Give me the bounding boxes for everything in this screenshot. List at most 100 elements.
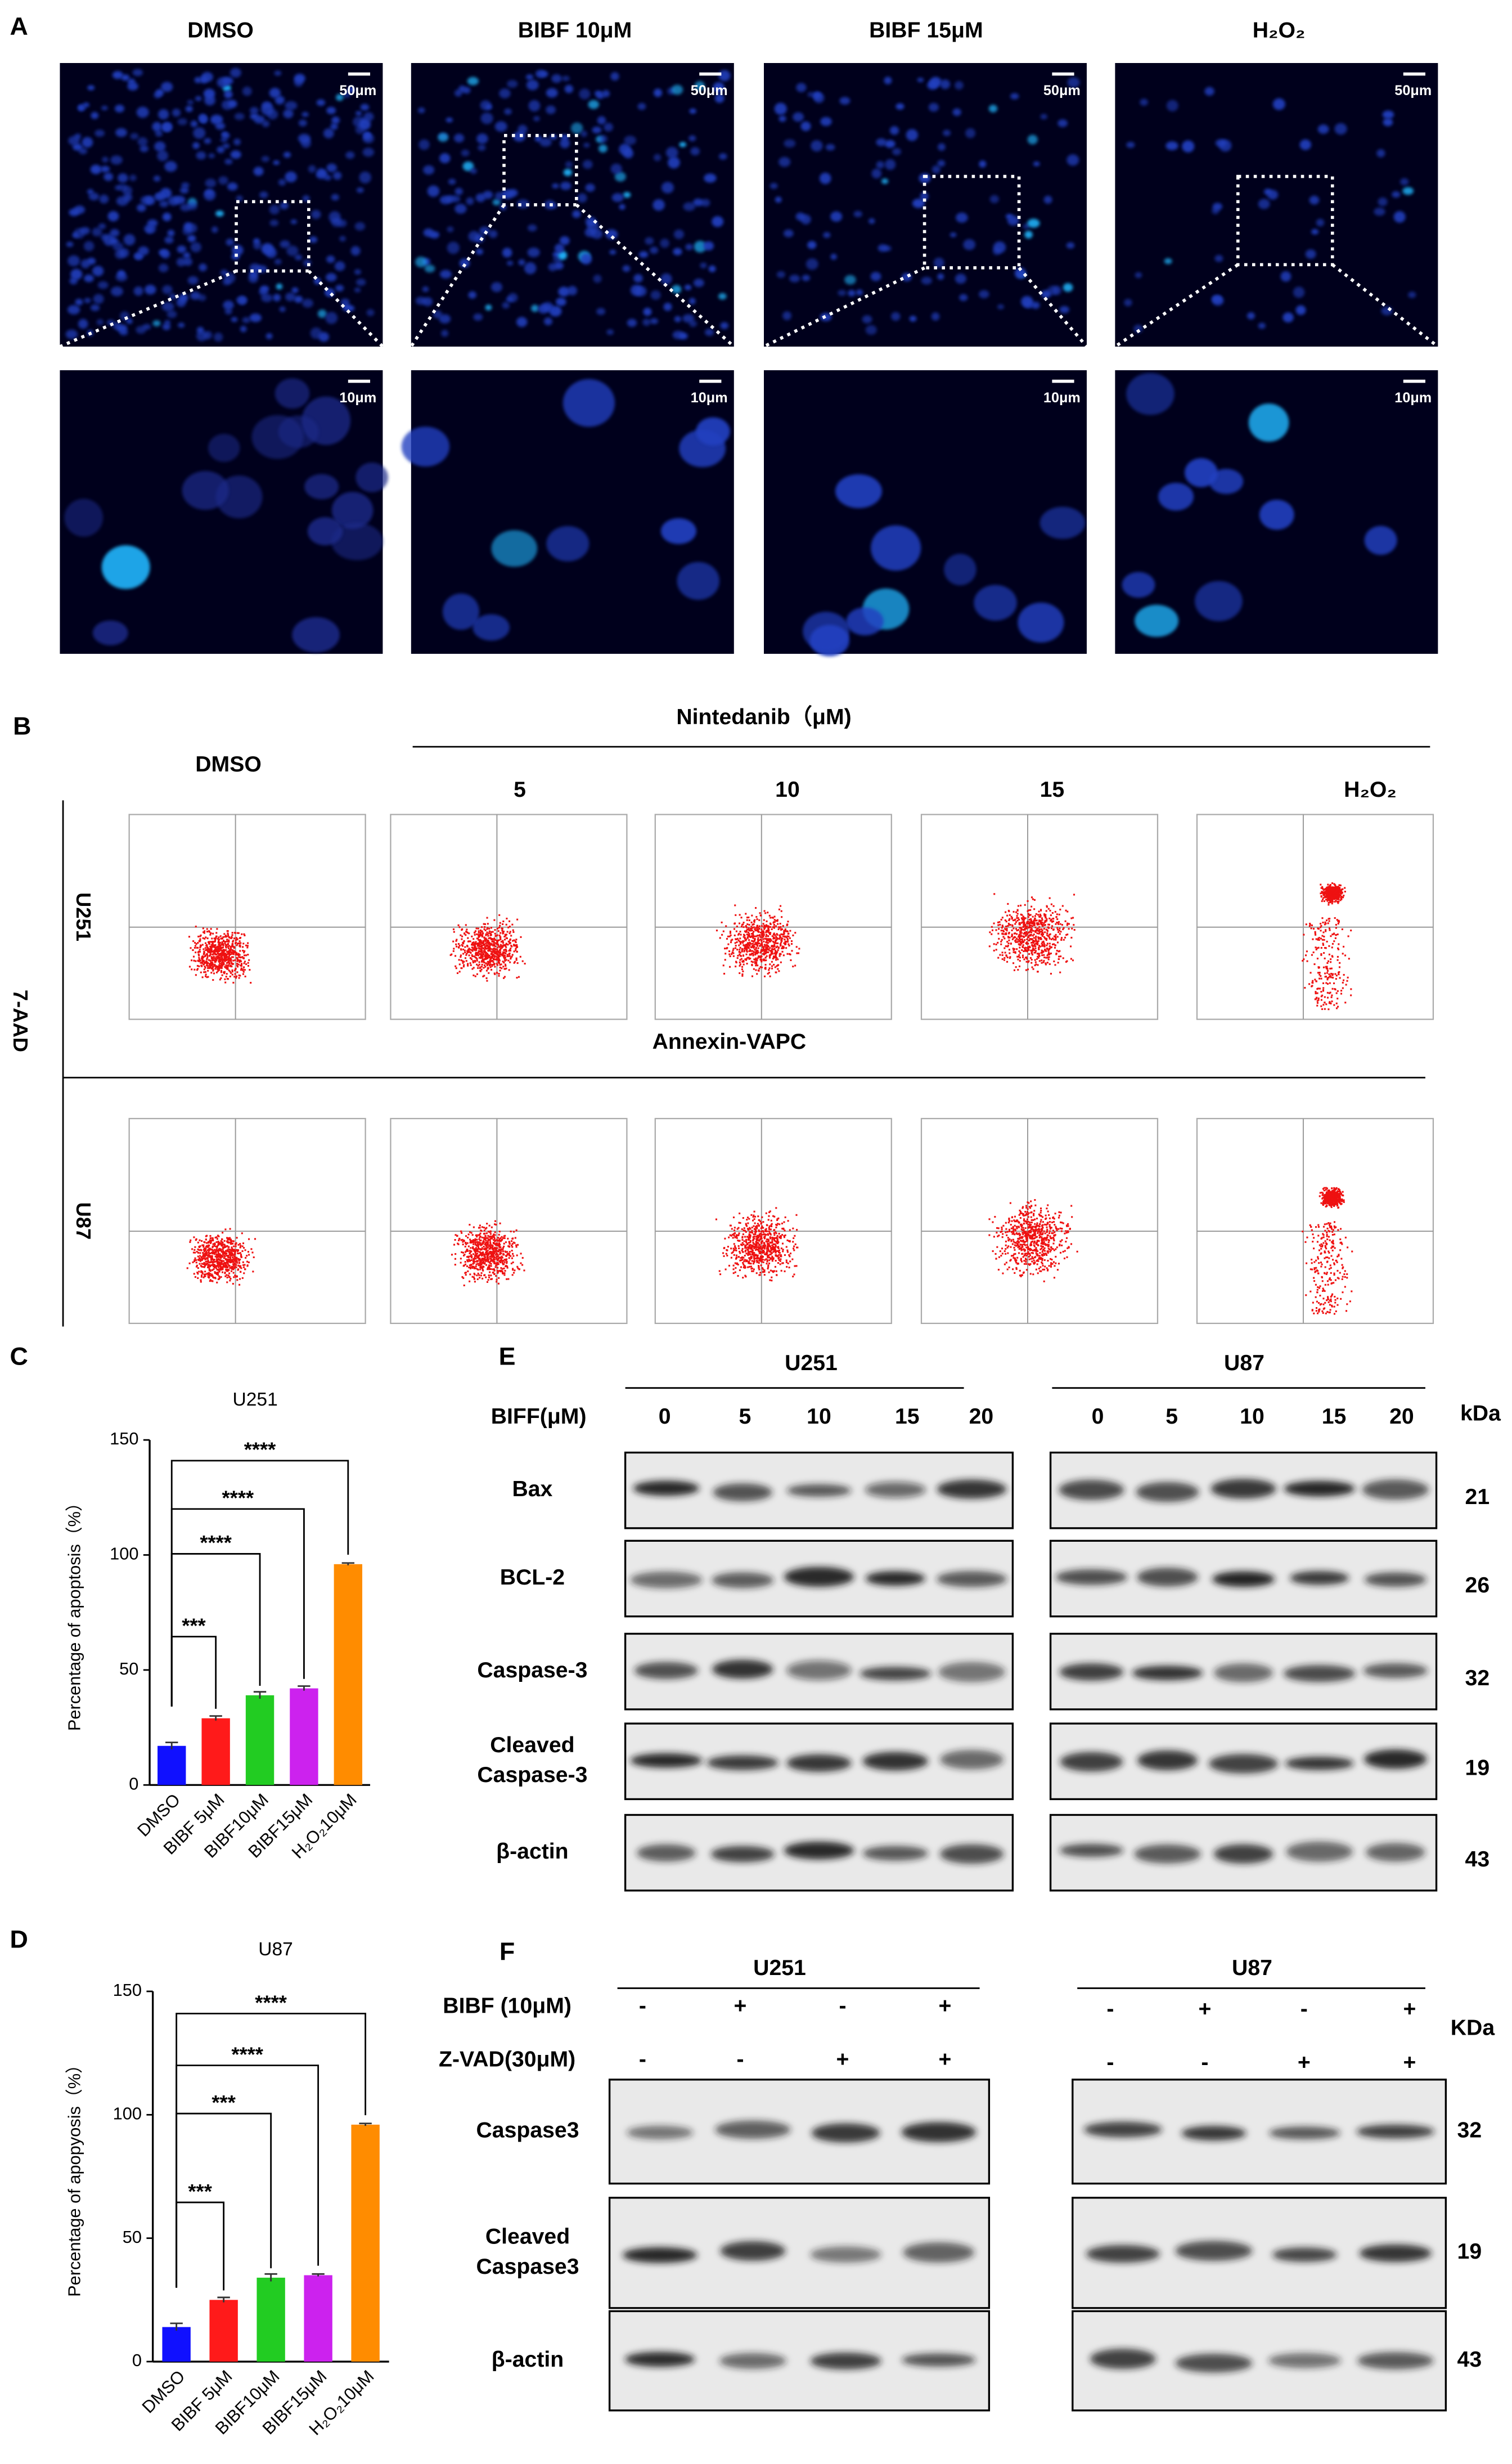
event: [209, 1273, 212, 1275]
cell: [132, 69, 143, 77]
event: [1326, 967, 1328, 970]
event: [1332, 973, 1334, 975]
cell: [129, 174, 137, 181]
event: [482, 975, 484, 977]
event: [208, 1241, 210, 1243]
event: [1016, 948, 1018, 950]
event: [1014, 932, 1016, 935]
event: [514, 944, 516, 946]
event: [516, 951, 518, 953]
event: [1330, 895, 1333, 897]
dose-label: 15: [1040, 778, 1065, 802]
event: [516, 944, 518, 946]
event: [208, 1252, 210, 1254]
event: [744, 930, 746, 932]
event: [1007, 903, 1009, 905]
event: [196, 1271, 199, 1274]
event: [493, 938, 495, 940]
event: [475, 942, 477, 944]
event: [220, 1250, 222, 1252]
event: [496, 934, 498, 936]
cell: [684, 284, 692, 290]
cell: [177, 118, 187, 125]
event: [219, 962, 221, 964]
cell: [137, 137, 148, 146]
cell: [280, 202, 289, 210]
event: [1322, 942, 1324, 945]
cell: [507, 80, 518, 88]
event: [192, 1251, 195, 1254]
event: [463, 964, 465, 966]
event: [1312, 951, 1315, 954]
cell: [502, 248, 512, 258]
cell: [123, 193, 133, 201]
event: [508, 926, 511, 928]
event: [1070, 917, 1073, 919]
cell: [107, 211, 119, 222]
event: [1317, 946, 1320, 949]
event: [201, 1244, 204, 1246]
event: [752, 932, 754, 935]
event: [225, 1245, 227, 1247]
event: [204, 975, 207, 977]
event: [1323, 939, 1325, 941]
event: [1021, 917, 1023, 919]
event: [741, 968, 743, 971]
event: [490, 968, 493, 971]
event: [782, 933, 785, 936]
event: [460, 967, 462, 970]
cell: [136, 106, 149, 118]
event: [1051, 943, 1054, 945]
event: [228, 1269, 230, 1271]
cell: [83, 241, 94, 252]
cell: [260, 285, 269, 292]
event: [510, 935, 512, 937]
event: [1045, 963, 1047, 966]
event: [1005, 921, 1007, 923]
event: [452, 950, 454, 952]
event: [780, 910, 782, 912]
event: [1006, 930, 1008, 932]
event: [738, 944, 740, 946]
event: [1009, 924, 1011, 926]
event: [492, 955, 494, 958]
cell: [276, 283, 283, 290]
event: [202, 1252, 204, 1254]
event: [1322, 894, 1325, 896]
event: [212, 1264, 214, 1266]
cell: [884, 159, 896, 170]
event: [219, 1256, 221, 1258]
event: [1029, 922, 1032, 924]
event: [501, 945, 503, 947]
event: [1004, 937, 1006, 940]
cell: [146, 226, 154, 234]
event: [478, 940, 481, 942]
event: [225, 946, 227, 949]
event: [1333, 888, 1335, 890]
event: [1324, 957, 1326, 959]
event: [253, 1256, 255, 1258]
cell: [318, 332, 330, 342]
event: [1007, 942, 1010, 945]
cell: [454, 204, 467, 214]
event: [1053, 935, 1055, 937]
event: [742, 963, 745, 966]
cell: [682, 314, 695, 323]
cell: [326, 255, 335, 263]
cell: [210, 114, 223, 125]
event: [739, 946, 741, 949]
cell: [862, 315, 872, 324]
event: [1020, 927, 1022, 929]
event: [237, 942, 239, 945]
cell: [442, 593, 480, 630]
event: [775, 957, 777, 959]
event: [727, 935, 729, 937]
event: [214, 939, 217, 941]
event: [225, 1269, 227, 1271]
event: [1035, 936, 1037, 938]
event: [206, 958, 208, 961]
event: [1037, 964, 1039, 966]
event: [212, 943, 214, 945]
event: [1318, 937, 1320, 939]
event: [785, 947, 788, 949]
